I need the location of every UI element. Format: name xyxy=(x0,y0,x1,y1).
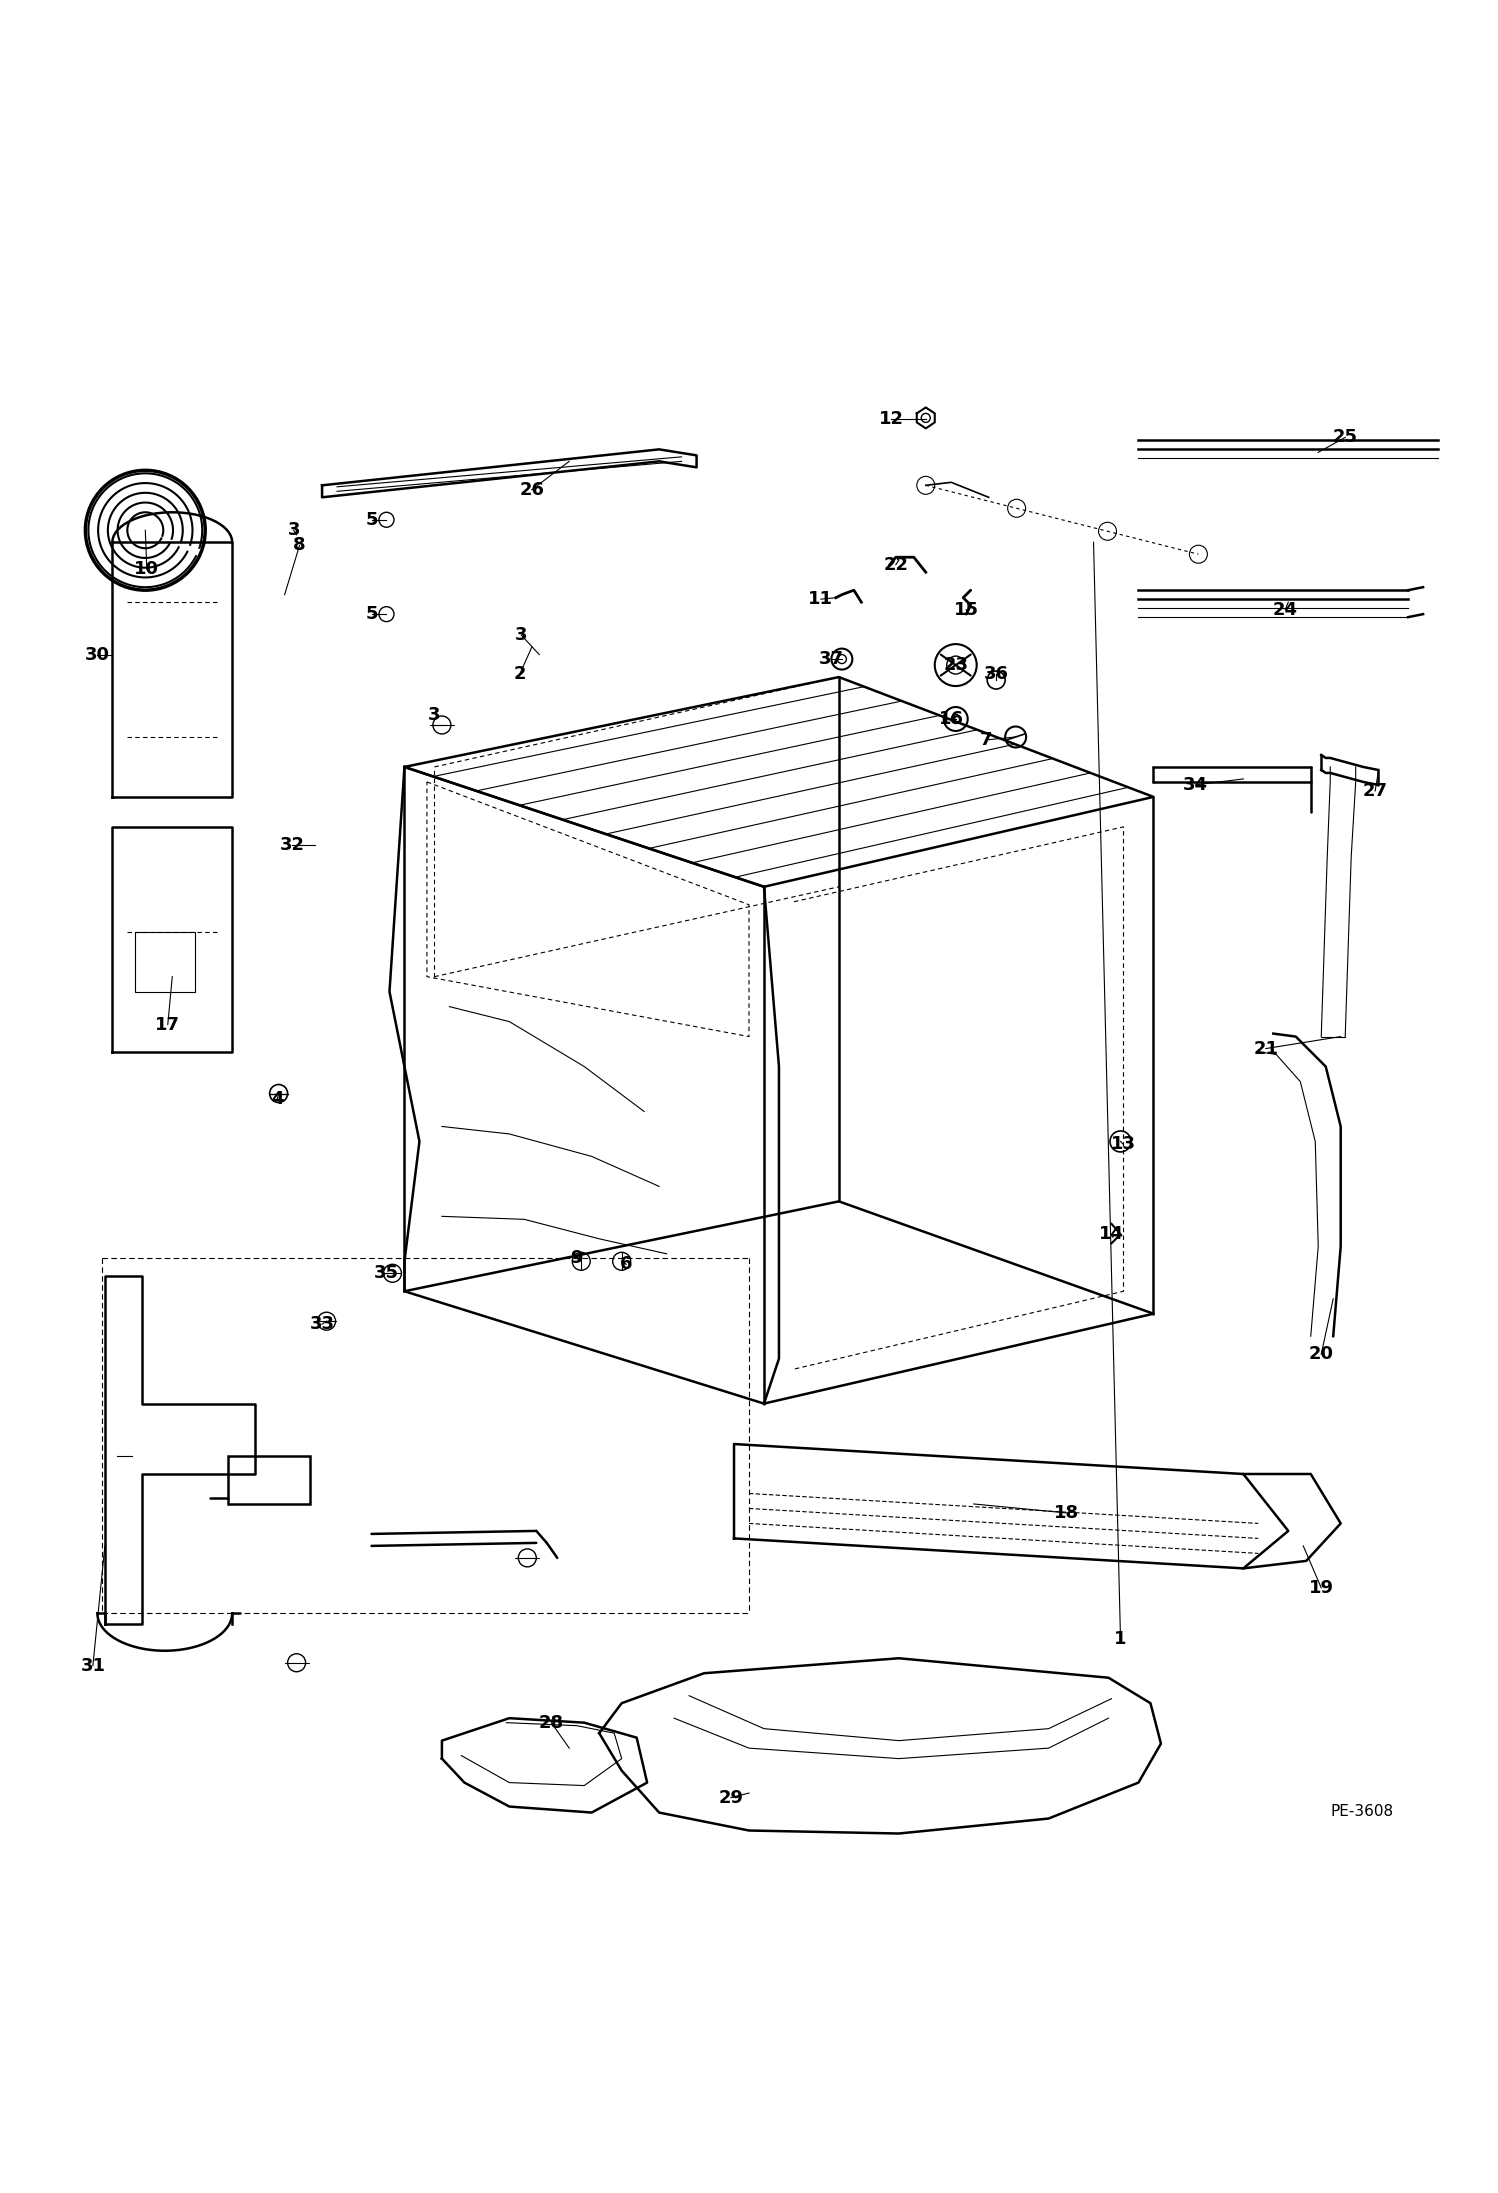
Bar xyxy=(135,932,195,991)
Circle shape xyxy=(1098,522,1116,539)
Text: 36: 36 xyxy=(984,664,1008,682)
Text: 8: 8 xyxy=(294,537,306,555)
Text: 33: 33 xyxy=(310,1316,334,1333)
Text: 32: 32 xyxy=(280,836,304,853)
Text: 1: 1 xyxy=(1115,1629,1126,1647)
Text: 17: 17 xyxy=(156,1015,180,1033)
Text: 25: 25 xyxy=(1333,428,1357,447)
Text: 3: 3 xyxy=(515,627,527,645)
Text: 9: 9 xyxy=(571,1250,583,1268)
Text: 21: 21 xyxy=(1254,1039,1278,1057)
Text: 20: 20 xyxy=(1309,1344,1333,1364)
Text: 11: 11 xyxy=(809,590,833,607)
Text: 27: 27 xyxy=(1363,783,1387,800)
Text: 2: 2 xyxy=(514,664,526,682)
Text: 10: 10 xyxy=(135,559,159,579)
Text: 18: 18 xyxy=(1055,1504,1079,1522)
Text: 23: 23 xyxy=(944,656,968,673)
Text: 24: 24 xyxy=(1273,601,1297,618)
Circle shape xyxy=(1008,500,1026,518)
Text: 29: 29 xyxy=(719,1789,743,1807)
Circle shape xyxy=(1005,726,1026,748)
Text: 34: 34 xyxy=(1183,776,1207,794)
Text: 26: 26 xyxy=(520,480,544,498)
Text: 37: 37 xyxy=(819,649,843,669)
Text: 3: 3 xyxy=(428,706,440,724)
Text: 13: 13 xyxy=(1112,1136,1135,1154)
Text: 4: 4 xyxy=(271,1090,283,1107)
Text: 5: 5 xyxy=(366,511,377,529)
Text: 35: 35 xyxy=(374,1263,398,1283)
Circle shape xyxy=(917,476,935,493)
Text: 7: 7 xyxy=(980,730,992,750)
Text: 5: 5 xyxy=(366,605,377,623)
Bar xyxy=(228,1456,310,1504)
Text: 14: 14 xyxy=(1100,1226,1124,1243)
Text: 19: 19 xyxy=(1309,1579,1333,1597)
Circle shape xyxy=(831,649,852,669)
Text: 3: 3 xyxy=(288,522,300,539)
Text: 30: 30 xyxy=(85,645,109,664)
Circle shape xyxy=(1189,546,1207,564)
Text: 22: 22 xyxy=(884,555,908,575)
Text: 28: 28 xyxy=(539,1713,563,1732)
Circle shape xyxy=(1110,1132,1131,1151)
Text: 31: 31 xyxy=(81,1656,105,1675)
Text: 16: 16 xyxy=(939,711,963,728)
Text: 6: 6 xyxy=(620,1254,632,1274)
Text: 12: 12 xyxy=(879,410,903,428)
Circle shape xyxy=(921,414,930,423)
Circle shape xyxy=(944,706,968,730)
Text: 15: 15 xyxy=(954,601,978,618)
Circle shape xyxy=(935,645,977,686)
Circle shape xyxy=(270,1086,288,1103)
Text: PE-3608: PE-3608 xyxy=(1330,1803,1393,1818)
